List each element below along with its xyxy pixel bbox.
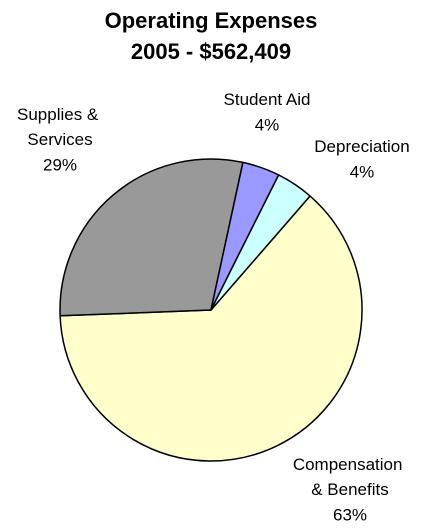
- slice-label: Student Aid: [224, 90, 311, 109]
- pie-slice: [59, 195, 363, 462]
- chart-title: Operating Expenses: [105, 8, 318, 33]
- chart-title: 2005 - $562,409: [131, 39, 291, 64]
- slice-value-label: 29%: [43, 155, 77, 174]
- slice-label: Compensation & Benefits: [293, 455, 407, 499]
- pie-slice: [210, 174, 311, 311]
- pie-slice: [59, 158, 244, 317]
- slice-label: Depreciation: [314, 137, 409, 156]
- slice-label: Supplies & Services: [17, 105, 103, 149]
- slice-value-label: 63%: [333, 505, 367, 524]
- slice-value-label: 4%: [350, 162, 375, 181]
- slice-value-label: 4%: [255, 115, 280, 134]
